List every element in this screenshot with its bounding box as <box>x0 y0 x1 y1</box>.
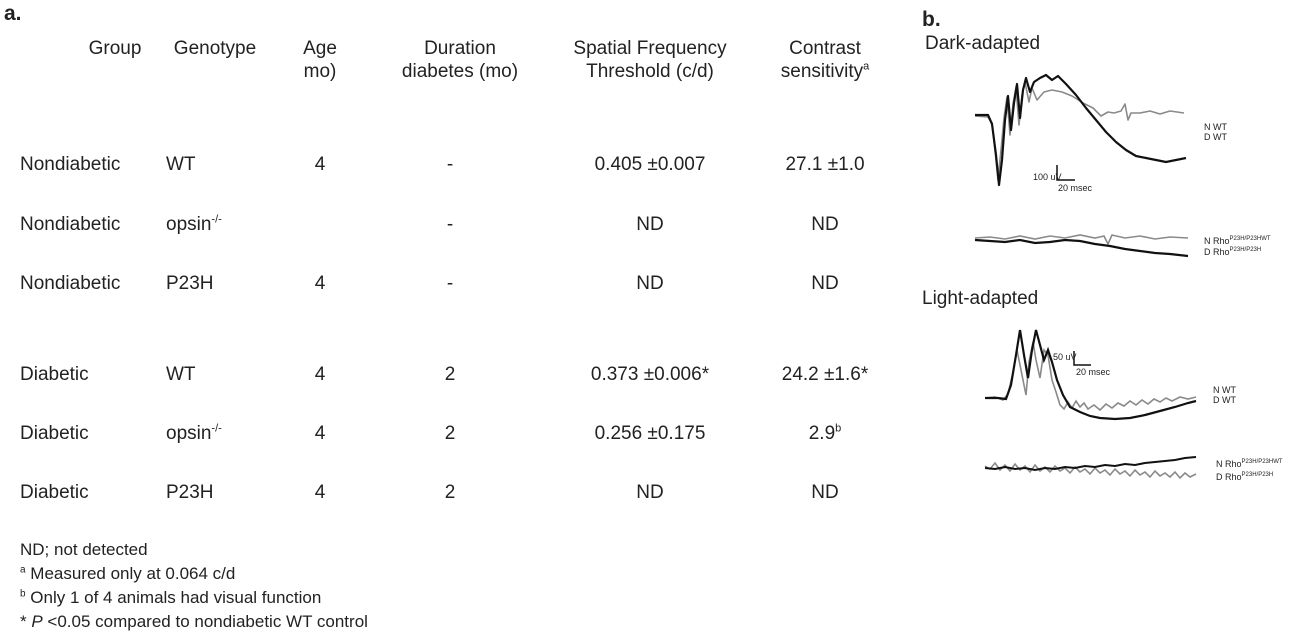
cell-contrast: 27.1 ±1.0 <box>785 154 865 175</box>
dark-nwt-trace <box>974 81 1185 181</box>
footnote-nd: ND; not detected <box>20 540 148 559</box>
table-row: Nondiabetic WT 4 - 0.405 ±0.007 27.1 ±1.… <box>0 154 920 178</box>
dark-nwt-label: N WT <box>1204 122 1227 132</box>
cell-age: 4 <box>314 273 326 294</box>
table-row: Diabetic opsin-/- 4 2 0.256 ±0.175 2.9b <box>0 423 920 447</box>
cell-contrast: ND <box>811 273 839 294</box>
cell-genotype: opsin-/- <box>166 213 222 235</box>
cell-spatial-frequency: 0.405 ±0.007 <box>594 154 706 175</box>
header-group: Group <box>60 37 170 60</box>
header-duration-line1: Duration <box>424 38 496 59</box>
header-age: Age mo) <box>290 37 350 83</box>
table-row: Nondiabetic opsin-/- - ND ND <box>0 214 920 238</box>
cell-duration: 2 <box>444 482 456 503</box>
light-nwt-trace <box>984 341 1197 412</box>
cell-genotype: P23H <box>166 482 214 503</box>
cell-age: 4 <box>314 423 326 444</box>
header-spatial-frequency: Spatial Frequency Threshold (c/d) <box>550 37 750 83</box>
cell-age: 4 <box>314 364 326 385</box>
dark-scale-bar <box>1056 165 1075 181</box>
dark-dwt-label: D WT <box>1204 132 1227 142</box>
footnote-significance: * P <0.05 compared to nondiabetic WT con… <box>20 612 368 631</box>
light-nrho-label: N RhoP23H/P23HWT <box>1216 459 1283 469</box>
light-nrho-trace <box>984 461 1197 480</box>
cell-genotype: opsin-/- <box>166 422 222 444</box>
cell-age: 4 <box>314 154 326 175</box>
dark-wt-traces <box>974 73 1187 187</box>
dark-scale-time-label: 20 msec <box>1058 183 1093 193</box>
header-genotype: Genotype <box>160 37 270 60</box>
dark-adapted-title: Dark-adapted <box>925 33 1041 54</box>
dark-drho-trace <box>974 238 1189 258</box>
cell-contrast: 2.9b <box>808 422 842 444</box>
header-sf-line2: Threshold (c/d) <box>586 61 714 82</box>
header-genotype-line1: Genotype <box>173 38 257 59</box>
cell-duration: 2 <box>444 423 456 444</box>
panel-a-label: a. <box>4 2 22 25</box>
header-contrast: Contrast sensitivitya <box>755 37 895 83</box>
dark-drho-label: D RhoP23H/P23H <box>1204 247 1262 257</box>
dark-scale-amp-label: 100 uV <box>1033 172 1062 182</box>
cell-duration: - <box>446 154 454 175</box>
header-duration-line2: diabetes (mo) <box>401 61 519 82</box>
dark-mutant-traces <box>974 234 1189 258</box>
cell-spatial-frequency: 0.373 ±0.006* <box>590 364 710 385</box>
header-sf-line1: Spatial Frequency <box>573 38 727 59</box>
dark-nrho-trace <box>974 234 1189 246</box>
cell-spatial-frequency: ND <box>636 214 664 235</box>
light-scale-amp-label: 50 uV <box>1053 352 1077 362</box>
light-scale-bar <box>1073 351 1091 366</box>
light-adapted-title: Light-adapted <box>922 288 1039 309</box>
header-group-line1: Group <box>88 38 142 59</box>
light-drho-trace <box>984 456 1197 472</box>
cell-group: Nondiabetic <box>20 214 121 235</box>
light-scale-time-label: 20 msec <box>1076 367 1111 377</box>
dark-nrho-label: N RhoP23H/P23HWT <box>1204 236 1271 246</box>
dark-dwt-trace <box>975 73 1187 187</box>
cell-duration: 2 <box>444 364 456 385</box>
light-nwt-label: N WT <box>1213 385 1236 395</box>
cell-group: Nondiabetic <box>20 154 121 175</box>
light-dwt-label: D WT <box>1213 395 1236 405</box>
cell-contrast: ND <box>811 482 839 503</box>
light-mutant-traces <box>984 456 1197 480</box>
cell-duration: - <box>446 273 454 294</box>
header-duration: Duration diabetes (mo) <box>380 37 540 83</box>
cell-contrast: 24.2 ±1.6* <box>781 364 869 385</box>
header-contrast-line2: sensitivitya <box>780 60 870 82</box>
header-contrast-line1: Contrast <box>789 38 861 59</box>
cell-age: 4 <box>314 482 326 503</box>
cell-genotype: WT <box>166 364 196 385</box>
cell-group: Diabetic <box>20 364 89 385</box>
cell-contrast: ND <box>811 214 839 235</box>
footnote-b: b Only 1 of 4 animals had visual functio… <box>20 588 322 607</box>
cell-group: Diabetic <box>20 423 89 444</box>
table-row: Nondiabetic P23H 4 - ND ND <box>0 273 920 297</box>
table-row: Diabetic P23H 4 2 ND ND <box>0 482 920 506</box>
header-age-line2: mo) <box>303 61 337 82</box>
header-age-line1: Age <box>303 38 337 59</box>
cell-group: Nondiabetic <box>20 273 121 294</box>
panel-b-label: b. <box>922 8 941 31</box>
cell-duration: - <box>446 214 454 235</box>
footnote-a: a Measured only at 0.064 c/d <box>20 564 236 583</box>
light-drho-label: D RhoP23H/P23H <box>1216 472 1274 482</box>
cell-genotype: P23H <box>166 273 214 294</box>
cell-spatial-frequency: 0.256 ±0.175 <box>594 423 706 444</box>
light-dwt-trace <box>985 329 1197 421</box>
cell-spatial-frequency: ND <box>636 482 664 503</box>
cell-spatial-frequency: ND <box>636 273 664 294</box>
cell-genotype: WT <box>166 154 196 175</box>
light-wt-traces <box>984 329 1197 421</box>
table-row: Diabetic WT 4 2 0.373 ±0.006* 24.2 ±1.6* <box>0 364 920 388</box>
cell-group: Diabetic <box>20 482 89 503</box>
